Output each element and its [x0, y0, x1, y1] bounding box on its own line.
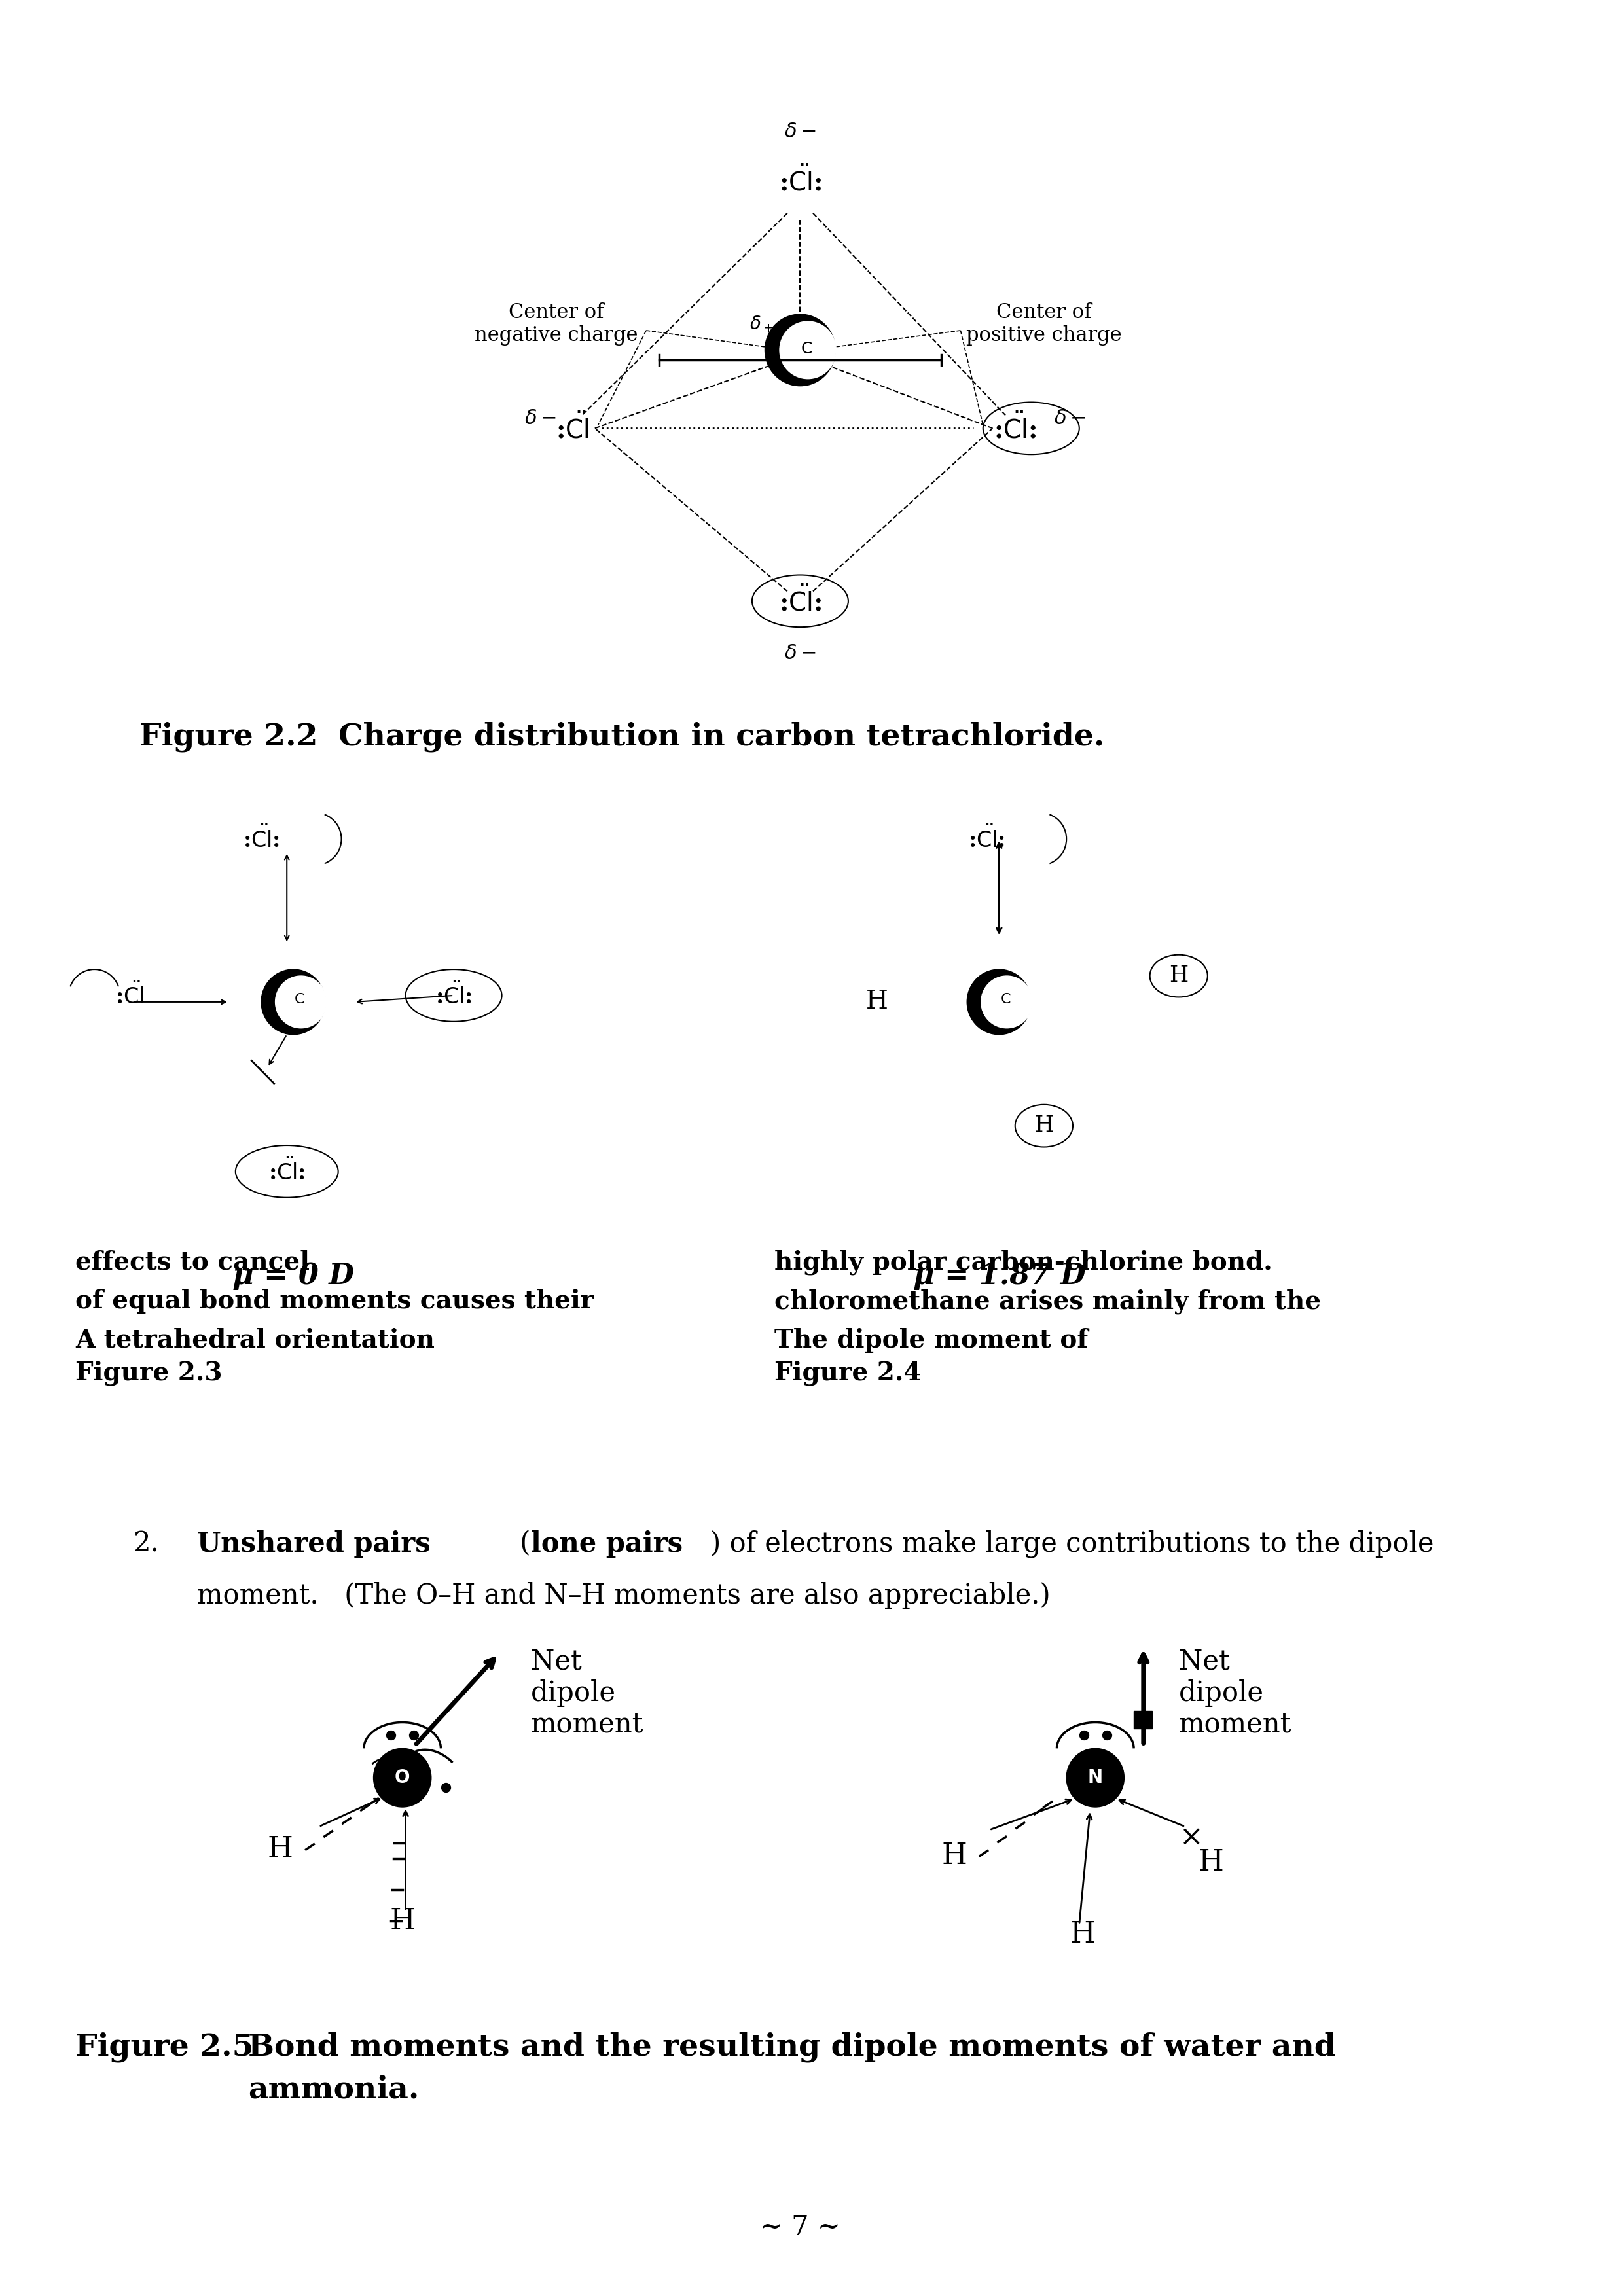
Text: :$\ddot{\mathrm{Cl}}$: :$\ddot{\mathrm{Cl}}$	[555, 413, 590, 443]
Text: C: C	[294, 992, 305, 1006]
Text: $\delta-$: $\delta-$	[1054, 409, 1086, 429]
Text: highly polar carbon-chlorine bond.: highly polar carbon-chlorine bond.	[775, 1249, 1273, 1274]
Text: of equal bond moments causes their: of equal bond moments causes their	[75, 1288, 594, 1313]
Text: H: H	[268, 1835, 294, 1864]
Text: H: H	[1070, 1919, 1095, 1949]
Text: :$\ddot{\mathrm{Cl}}$:: :$\ddot{\mathrm{Cl}}$:	[994, 413, 1036, 443]
Text: Net
dipole
moment: Net dipole moment	[1179, 1649, 1291, 1738]
Text: Figure 2.5: Figure 2.5	[75, 2032, 253, 2062]
Circle shape	[1067, 1750, 1124, 1807]
Text: :$\ddot{\mathrm{Cl}}$:: :$\ddot{\mathrm{Cl}}$:	[435, 983, 473, 1008]
Text: H: H	[1169, 964, 1189, 987]
Circle shape	[966, 969, 1031, 1035]
Text: The dipole moment of: The dipole moment of	[775, 1327, 1088, 1352]
Text: effects to cancel.: effects to cancel.	[75, 1249, 318, 1274]
Circle shape	[261, 969, 325, 1035]
Text: chloromethane arises mainly from the: chloromethane arises mainly from the	[775, 1288, 1320, 1313]
Bar	[1134, 1711, 1151, 1729]
Text: Charge distribution in carbon tetrachloride.: Charge distribution in carbon tetrachlor…	[338, 721, 1104, 753]
Circle shape	[780, 321, 836, 379]
Text: Bond moments and the resulting dipole moments of water and: Bond moments and the resulting dipole mo…	[248, 2032, 1337, 2062]
Text: 2.: 2.	[133, 1529, 159, 1557]
Circle shape	[981, 976, 1033, 1029]
Text: ~ 7 ~: ~ 7 ~	[760, 2213, 840, 2241]
Text: Unshared pairs: Unshared pairs	[197, 1529, 430, 1557]
Text: Center of
positive charge: Center of positive charge	[966, 303, 1122, 347]
Text: $\delta-$: $\delta-$	[784, 122, 817, 142]
Text: :$\ddot{\mathrm{Cl}}$:: :$\ddot{\mathrm{Cl}}$:	[244, 827, 279, 852]
Text: Center of
negative charge: Center of negative charge	[474, 303, 638, 347]
Text: :$\ddot{\mathrm{Cl}}$:: :$\ddot{\mathrm{Cl}}$:	[268, 1157, 305, 1185]
Text: A tetrahedral orientation: A tetrahedral orientation	[75, 1327, 434, 1352]
Circle shape	[765, 315, 835, 386]
Text: O: O	[395, 1768, 409, 1786]
Text: H: H	[942, 1841, 966, 1871]
Text: :$\ddot{\mathrm{Cl}}$:: :$\ddot{\mathrm{Cl}}$:	[780, 585, 822, 615]
Text: μ = 0 D: μ = 0 D	[232, 1263, 354, 1290]
Text: C: C	[801, 340, 812, 356]
Text: moment.   (The O–H and N–H moments are also appreciable.): moment. (The O–H and N–H moments are als…	[197, 1582, 1051, 1609]
Text: :$\ddot{\mathrm{Cl}}$:: :$\ddot{\mathrm{Cl}}$:	[968, 827, 1005, 852]
Text: Net
dipole
moment: Net dipole moment	[531, 1649, 643, 1738]
Text: :$\ddot{\mathrm{Cl}}$:: :$\ddot{\mathrm{Cl}}$:	[780, 165, 822, 195]
Text: μ = 1.87 D: μ = 1.87 D	[913, 1263, 1085, 1290]
Text: Figure 2.4: Figure 2.4	[775, 1362, 921, 1387]
Text: (: (	[512, 1529, 531, 1557]
Text: Figure 2.2: Figure 2.2	[140, 721, 318, 753]
Text: :$\ddot{\mathrm{Cl}}$: :$\ddot{\mathrm{Cl}}$	[115, 983, 145, 1008]
Text: C: C	[1000, 992, 1010, 1006]
Text: ammonia.: ammonia.	[248, 2073, 419, 2105]
Text: $\delta_+$: $\delta_+$	[750, 315, 773, 333]
Text: H: H	[390, 1908, 416, 1936]
Text: lone pairs: lone pairs	[531, 1529, 682, 1557]
Text: H: H	[1034, 1116, 1054, 1137]
Text: Figure 2.3: Figure 2.3	[75, 1362, 222, 1387]
Text: H: H	[1199, 1848, 1223, 1876]
Circle shape	[374, 1750, 432, 1807]
Circle shape	[276, 976, 326, 1029]
Text: ) of electrons make large contributions to the dipole: ) of electrons make large contributions …	[710, 1529, 1434, 1559]
Text: $\delta-$: $\delta-$	[784, 643, 817, 664]
Text: N: N	[1088, 1768, 1103, 1786]
Text: H: H	[866, 990, 888, 1015]
Text: $\delta-$: $\delta-$	[525, 409, 557, 429]
